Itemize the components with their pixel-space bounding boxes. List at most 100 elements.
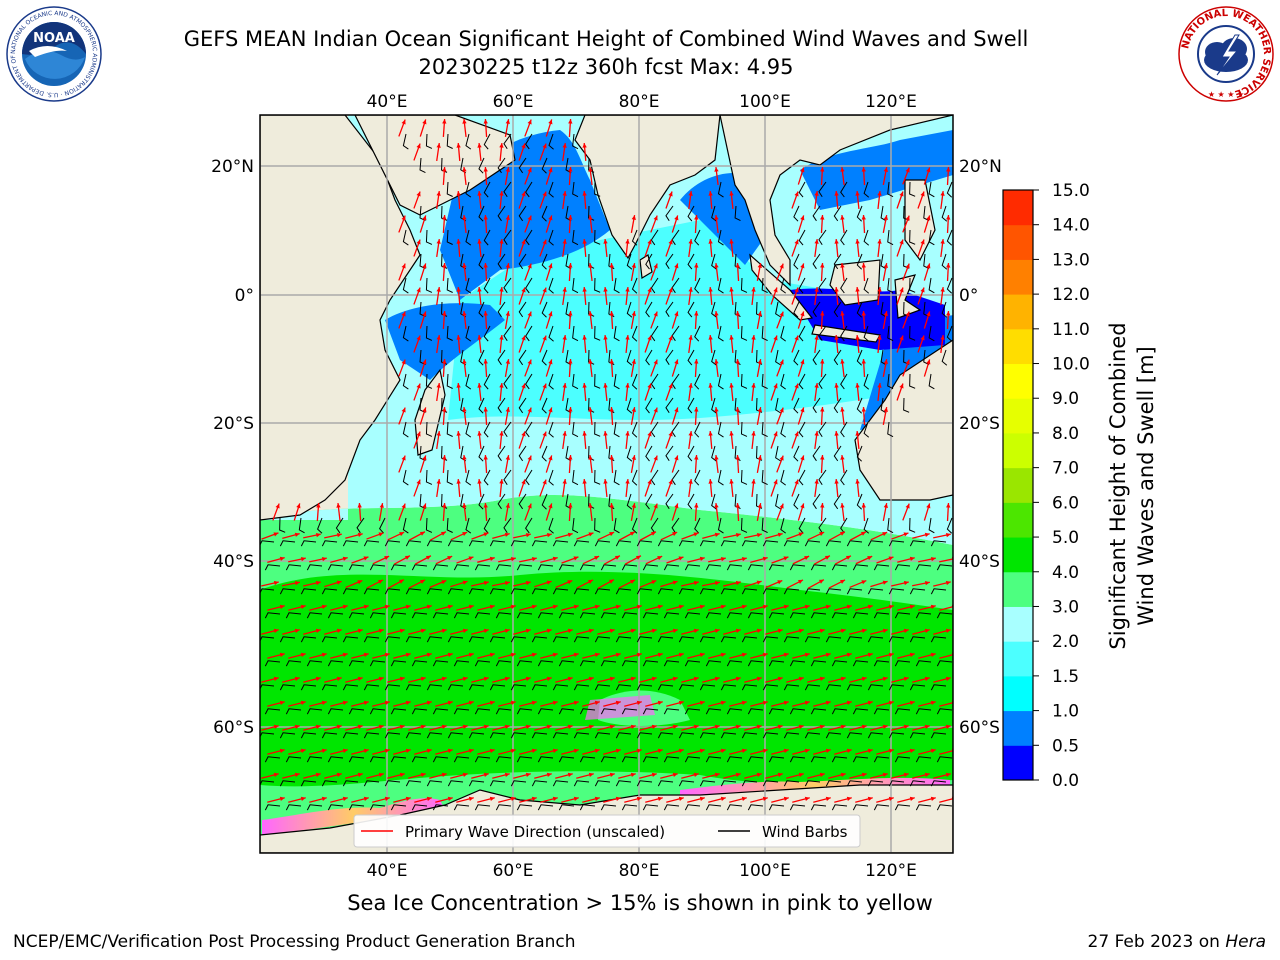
wave-arrow-head xyxy=(568,311,573,316)
wave-arrows-layer xyxy=(261,118,953,803)
wave-arrow-head xyxy=(840,167,845,172)
wind-barb xyxy=(812,301,821,318)
wind-barb xyxy=(626,301,633,318)
wind-barb xyxy=(594,421,601,437)
wind-barb xyxy=(363,588,380,595)
wave-arrow-head xyxy=(531,604,537,609)
wind-barb xyxy=(789,756,806,763)
wave-arrow-head xyxy=(279,556,285,561)
wave-arrow-head xyxy=(650,531,656,536)
wave-arrow-head xyxy=(510,556,516,562)
wave-arrow-head xyxy=(945,772,951,777)
colorbar-label-line1: Significant Height of Combined xyxy=(1106,322,1130,649)
wave-arrow-head xyxy=(436,143,441,148)
wind-barb xyxy=(594,636,611,643)
wave-arrow-head xyxy=(909,700,915,705)
colorbar-segment xyxy=(1003,537,1033,573)
wind-barb xyxy=(818,229,827,246)
wind-barb xyxy=(747,612,764,619)
wind-barbs-layer xyxy=(260,133,953,811)
wind-barb xyxy=(734,301,741,318)
wind-barb xyxy=(888,684,905,691)
wave-arrow-head xyxy=(783,748,789,753)
wind-barb xyxy=(621,564,638,571)
wave-arrow-head xyxy=(657,748,663,753)
wave-arrow-head xyxy=(678,748,684,753)
wind-barb xyxy=(572,277,579,294)
wind-barb xyxy=(831,660,848,667)
wave-arrow-head xyxy=(531,796,537,801)
wave-arrow-head xyxy=(442,263,447,268)
wind-barb xyxy=(572,373,579,390)
wave-arrow-head xyxy=(401,503,406,509)
wind-barb xyxy=(453,756,470,763)
wave-arrow-head xyxy=(582,479,587,484)
wind-barb xyxy=(425,421,433,437)
wave-arrow-head xyxy=(420,772,426,777)
wave-arrow-head xyxy=(462,119,467,124)
wind-barb xyxy=(518,493,527,510)
wave-arrow-head xyxy=(442,311,447,316)
wave-arrow-head xyxy=(926,167,931,173)
wave-arrow-head xyxy=(688,479,693,484)
wind-barb xyxy=(880,349,887,366)
wind-barb xyxy=(705,612,722,619)
wave-arrow-head xyxy=(542,479,547,485)
wave-arrow-head xyxy=(342,700,348,705)
wave-arrow-head xyxy=(867,556,873,561)
wave-arrow-head xyxy=(588,311,593,316)
wind-barb xyxy=(747,804,764,811)
wind-barb xyxy=(537,564,554,571)
wave-arrow-head xyxy=(441,724,447,729)
wave-arrow-head xyxy=(477,143,482,148)
wave-arrow-head xyxy=(405,652,411,657)
wave-arrow-head xyxy=(672,580,678,585)
wind-barb xyxy=(573,732,590,739)
wind-barb xyxy=(465,181,472,198)
wave-arrow-head xyxy=(363,748,369,753)
wind-barb xyxy=(468,540,485,547)
wind-barb xyxy=(780,517,786,534)
legend-barb-label: Wind Barbs xyxy=(762,823,848,841)
wave-arrow-head xyxy=(342,604,348,609)
wave-arrow-head xyxy=(804,604,810,609)
wave-arrow-head xyxy=(363,652,369,657)
wave-arrow-head xyxy=(668,191,673,197)
lon-tick-label-top: 80°E xyxy=(619,92,660,112)
wind-barb xyxy=(909,636,926,643)
wind-barb xyxy=(348,756,365,763)
wave-arrow-head xyxy=(447,556,453,561)
wind-barb xyxy=(657,588,674,595)
wave-arrow-head xyxy=(588,215,593,220)
wave-arrow-head xyxy=(800,263,805,269)
wind-barb xyxy=(379,517,386,534)
wave-arrow-head xyxy=(930,604,936,609)
wind-barb xyxy=(503,325,512,342)
wave-arrow xyxy=(939,750,953,755)
wave-arrow-head xyxy=(422,215,427,221)
wave-arrow-head xyxy=(336,628,342,633)
wind-barb xyxy=(446,373,453,389)
wind-barb xyxy=(887,181,894,198)
wind-barb xyxy=(426,684,443,691)
wave-arrow-head xyxy=(855,479,860,484)
wind-barb xyxy=(411,708,428,715)
wave-arrow-head xyxy=(657,556,663,561)
wind-barb xyxy=(684,756,701,763)
wave-arrow-head xyxy=(609,724,615,729)
wind-barb xyxy=(621,708,638,715)
wave-arrow-head xyxy=(861,724,867,729)
wind-barb xyxy=(810,804,827,811)
wave-arrow-head xyxy=(883,167,888,172)
wind-barb xyxy=(833,493,842,510)
wave-arrow-head xyxy=(568,263,573,268)
wind-barb xyxy=(798,517,806,534)
wave-arrow-head xyxy=(688,335,693,340)
wave-arrow-head xyxy=(909,748,915,753)
wind-barb xyxy=(642,708,659,715)
wind-barb xyxy=(594,181,601,197)
wave-arrow-head xyxy=(447,796,453,801)
wave-arrow-head xyxy=(905,263,910,269)
wind-barb xyxy=(780,277,786,294)
wind-barb xyxy=(812,205,821,222)
